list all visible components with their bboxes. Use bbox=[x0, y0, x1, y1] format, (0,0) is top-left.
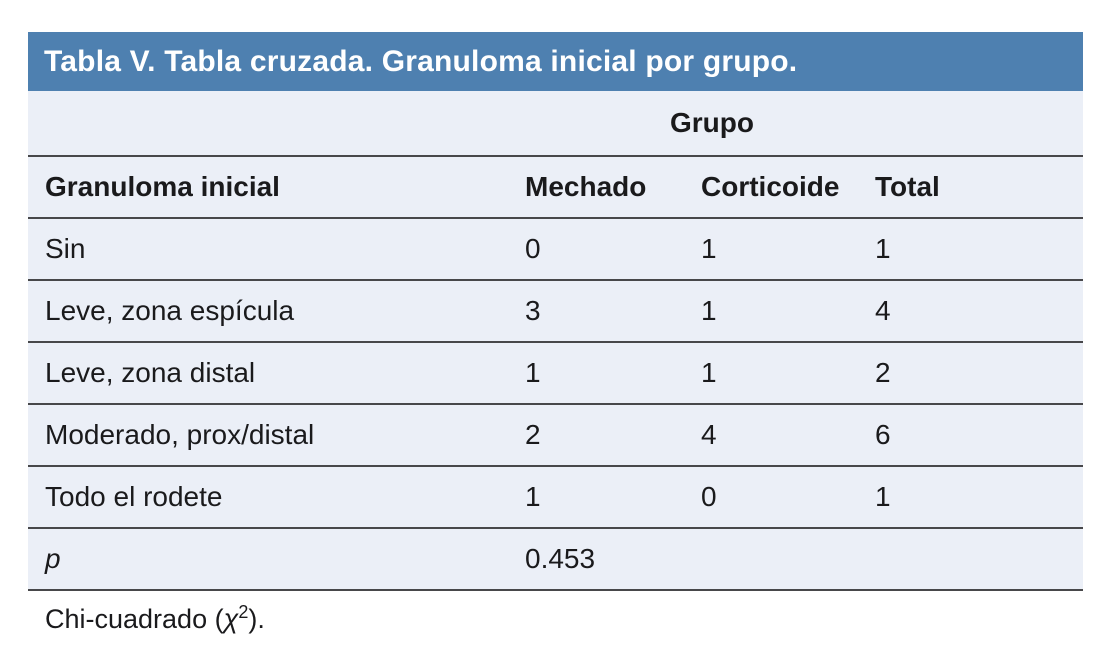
cell-total: 6 bbox=[875, 419, 891, 450]
group-header: Grupo bbox=[670, 107, 754, 138]
table-row: Leve, zona distal 1 1 2 bbox=[28, 342, 1083, 404]
table-row: Leve, zona espícula 3 1 4 bbox=[28, 280, 1083, 342]
cell-total: 1 bbox=[875, 233, 891, 264]
empty-cell bbox=[688, 528, 862, 590]
p-value-row: p 0.453 bbox=[28, 528, 1083, 590]
empty-cell bbox=[862, 528, 1083, 590]
chi-symbol: χ bbox=[223, 604, 239, 634]
table-row: Moderado, prox/distal 2 4 6 bbox=[28, 404, 1083, 466]
cell-mechado: 2 bbox=[525, 419, 541, 450]
cell-mechado: 3 bbox=[525, 295, 541, 326]
cell-corticoide: 0 bbox=[701, 481, 717, 512]
cell-total: 1 bbox=[875, 481, 891, 512]
p-row-label: p bbox=[45, 543, 61, 574]
empty-cell bbox=[862, 91, 1083, 156]
row-label: Leve, zona espícula bbox=[45, 295, 295, 326]
footnote-text: Chi-cuadrado ( bbox=[45, 604, 224, 634]
cell-corticoide: 1 bbox=[701, 357, 717, 388]
cell-mechado: 1 bbox=[525, 357, 541, 388]
footnote-suffix: ). bbox=[248, 604, 265, 634]
column-header-corticoide: Corticoide bbox=[701, 171, 840, 202]
cell-corticoide: 1 bbox=[701, 295, 717, 326]
footnote-superscript: 2 bbox=[238, 602, 249, 622]
row-label: Todo el rodete bbox=[45, 481, 223, 512]
cell-mechado: 1 bbox=[525, 481, 541, 512]
table-title: Tabla V. Tabla cruzada. Granuloma inicia… bbox=[44, 44, 798, 78]
cell-mechado: 0 bbox=[525, 233, 541, 264]
cell-corticoide: 1 bbox=[701, 233, 717, 264]
cell-total: 2 bbox=[875, 357, 891, 388]
row-label: Leve, zona distal bbox=[45, 357, 256, 388]
table-title-bar: Tabla V. Tabla cruzada. Granuloma inicia… bbox=[28, 32, 1083, 91]
row-label: Moderado, prox/distal bbox=[45, 419, 315, 450]
column-header-row: Granuloma inicial Mechado Corticoide Tot… bbox=[28, 156, 1083, 218]
cell-corticoide: 4 bbox=[701, 419, 717, 450]
row-label: Sin bbox=[45, 233, 86, 264]
footnote: Chi-cuadrado (χ2). bbox=[45, 602, 265, 635]
table-row: Todo el rodete 1 0 1 bbox=[28, 466, 1083, 528]
column-header-mechado: Mechado bbox=[525, 171, 647, 202]
data-table: Grupo Granuloma inicial Mechado Corticoi… bbox=[28, 91, 1083, 591]
empty-cell bbox=[28, 91, 512, 156]
p-value: 0.453 bbox=[525, 543, 596, 574]
column-header-total: Total bbox=[875, 171, 940, 202]
table-figure: Tabla V. Tabla cruzada. Granuloma inicia… bbox=[28, 32, 1083, 591]
cell-total: 4 bbox=[875, 295, 891, 326]
column-header-granuloma: Granuloma inicial bbox=[45, 171, 280, 202]
group-header-row: Grupo bbox=[28, 91, 1083, 156]
table-row: Sin 0 1 1 bbox=[28, 218, 1083, 280]
